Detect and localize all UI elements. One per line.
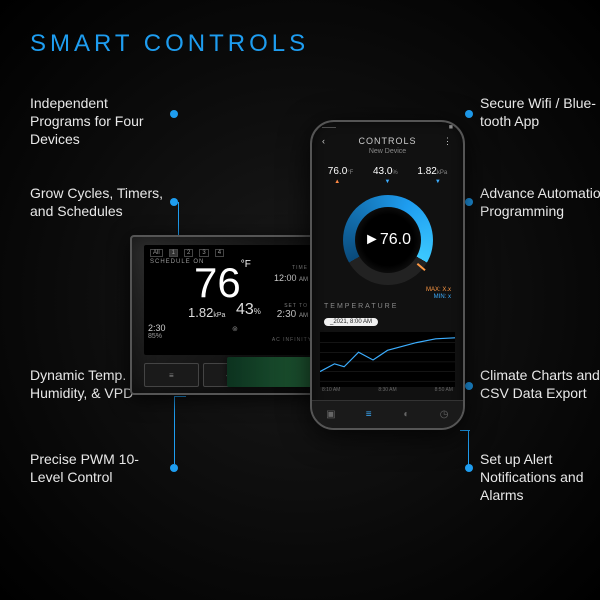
controller-left-time: 2:30 xyxy=(148,323,166,333)
chart-x-axis: 8:10 AM 8:30 AM 8:50 AM xyxy=(312,387,463,393)
controller-humidity: 43% xyxy=(236,301,261,319)
controller-device: All 1 2 3 4 SCHEDULE ON 76°F TIME 12:00 … xyxy=(130,235,330,395)
phone-stats-row: 76.0°F 43.0% 1.82kPa xyxy=(312,161,463,179)
date-pill[interactable]: _2021, 8:00 AM xyxy=(324,318,378,326)
connector-line xyxy=(178,202,179,238)
controller-port-row: All 1 2 3 4 xyxy=(150,249,310,257)
circuit-board-cutaway xyxy=(227,357,316,387)
phone-dial[interactable]: ►76.0 xyxy=(343,195,433,285)
tab-chart-icon[interactable]: ◐ xyxy=(388,401,426,428)
phone-chart[interactable] xyxy=(320,332,455,387)
connector-dot xyxy=(170,110,178,118)
phone-header-title: CONTROLS xyxy=(358,136,416,146)
temperature-section-label: TEMPERATURE xyxy=(312,301,463,310)
controller-brand: AC INFINITY xyxy=(272,337,312,343)
port-4: 4 xyxy=(215,249,224,257)
page-title: SMART CONTROLS xyxy=(30,30,309,58)
port-1: 1 xyxy=(169,249,178,257)
connector-dot xyxy=(465,382,473,390)
chart-grid xyxy=(320,343,455,382)
connector-dot xyxy=(465,198,473,206)
temp-unit: °F xyxy=(241,259,251,270)
dial-value: ►76.0 xyxy=(355,207,421,273)
back-icon[interactable]: ‹ xyxy=(322,136,326,146)
controller-screen: All 1 2 3 4 SCHEDULE ON 76°F TIME 12:00 … xyxy=(144,245,316,355)
port-3: 3 xyxy=(199,249,208,257)
feature-left-4: Precise PWM 10-Level Control xyxy=(30,450,170,486)
phone-subheader: New Device xyxy=(312,148,463,155)
connector-dot xyxy=(170,198,178,206)
more-icon[interactable]: ⋮ xyxy=(443,136,453,147)
controller-btn-menu[interactable]: ≡ xyxy=(144,363,199,387)
controller-setto: 2:30 AM xyxy=(277,309,308,320)
feature-right-3: Climate Charts and CSV Data Export xyxy=(480,366,600,402)
trend-down-icon: ▼ xyxy=(435,179,441,185)
port-all: All xyxy=(150,249,163,257)
tab-clock-icon[interactable]: ◷ xyxy=(425,401,463,428)
tab-list-icon[interactable]: ≡ xyxy=(350,401,388,428)
connector-line xyxy=(174,396,175,464)
time-label: TIME xyxy=(292,265,308,271)
connector-line xyxy=(460,430,470,431)
controller-kpa: 1.82kPa xyxy=(188,305,225,320)
trend-down-icon: ▼ xyxy=(385,179,391,185)
feature-left-2: Grow Cycles, Timers, and Schedules xyxy=(30,184,170,220)
feature-right-2: Advance Automation Programming xyxy=(480,184,600,220)
status-right: ■ xyxy=(449,124,453,134)
feature-right-1: Secure Wifi / Blue-tooth App xyxy=(480,94,600,130)
connector-line xyxy=(468,430,469,466)
status-left: —— xyxy=(322,124,336,134)
feature-right-4: Set up Alert Notifications and Alarms xyxy=(480,450,600,505)
controller-time: 12:00 AM xyxy=(274,273,308,283)
phone-minmax: MAX: X.x MIN: x xyxy=(312,285,463,301)
phone-header: ‹ CONTROLS ⋮ xyxy=(312,136,463,146)
stat-temp: 76.0°F xyxy=(328,161,354,179)
wifi-icon: ⊚ xyxy=(232,325,238,333)
stat-vpd: 1.82kPa xyxy=(417,161,447,179)
x-label: 8:30 AM xyxy=(378,387,396,393)
x-label: 8:50 AM xyxy=(435,387,453,393)
phone-device: —— ■ ‹ CONTROLS ⋮ New Device 76.0°F 43.0… xyxy=(310,120,465,430)
stat-trends: ▲ ▼ ▼ xyxy=(312,179,463,185)
connector-dot xyxy=(170,464,178,472)
connector-dot xyxy=(465,110,473,118)
trend-up-icon: ▲ xyxy=(334,179,340,185)
feature-left-1: Independent Programs for Four Devices xyxy=(30,94,170,149)
controller-left-sub: 85% xyxy=(148,333,162,340)
max-label: MAX: X.x xyxy=(426,287,451,293)
phone-tabbar: ▣ ≡ ◐ ◷ xyxy=(312,400,463,428)
controller-temp: 76°F xyxy=(194,259,251,307)
phone-status-bar: —— ■ xyxy=(312,122,463,136)
min-label: MIN: x xyxy=(434,294,451,300)
connector-dot xyxy=(465,464,473,472)
x-label: 8:10 AM xyxy=(322,387,340,393)
port-2: 2 xyxy=(184,249,193,257)
tab-grid-icon[interactable]: ▣ xyxy=(312,401,350,428)
connector-line xyxy=(174,396,186,397)
stat-humidity: 43.0% xyxy=(373,161,398,179)
